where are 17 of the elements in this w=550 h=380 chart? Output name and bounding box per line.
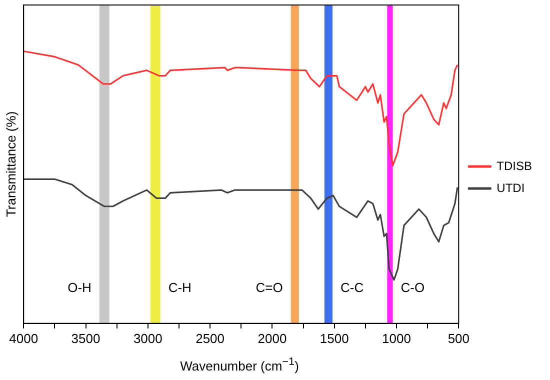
y-axis-title: Transmittance (%): [3, 111, 18, 218]
band-label: C-H: [168, 280, 192, 295]
x-tick-label: 2000: [258, 330, 287, 346]
x-tick-label: 4000: [9, 330, 38, 346]
band-label: O-H: [68, 280, 92, 295]
legend-label: TDISB: [496, 158, 532, 173]
x-tick-label: 500: [448, 330, 470, 346]
band-label: C-O: [400, 280, 425, 295]
x-tick-label: 1500: [320, 330, 349, 346]
legend-label: UTDI: [496, 180, 525, 195]
x-axis-title: Wavenumber (cm$^{−1}$): [179, 356, 300, 374]
x-tick-label: 2500: [196, 330, 225, 346]
x-tick-label: 3500: [71, 330, 100, 346]
band-label: C=O: [256, 280, 283, 295]
x-tick-label: 1000: [382, 330, 411, 346]
x-tick-label: 3000: [133, 330, 162, 346]
band-label: C-C: [340, 280, 364, 295]
